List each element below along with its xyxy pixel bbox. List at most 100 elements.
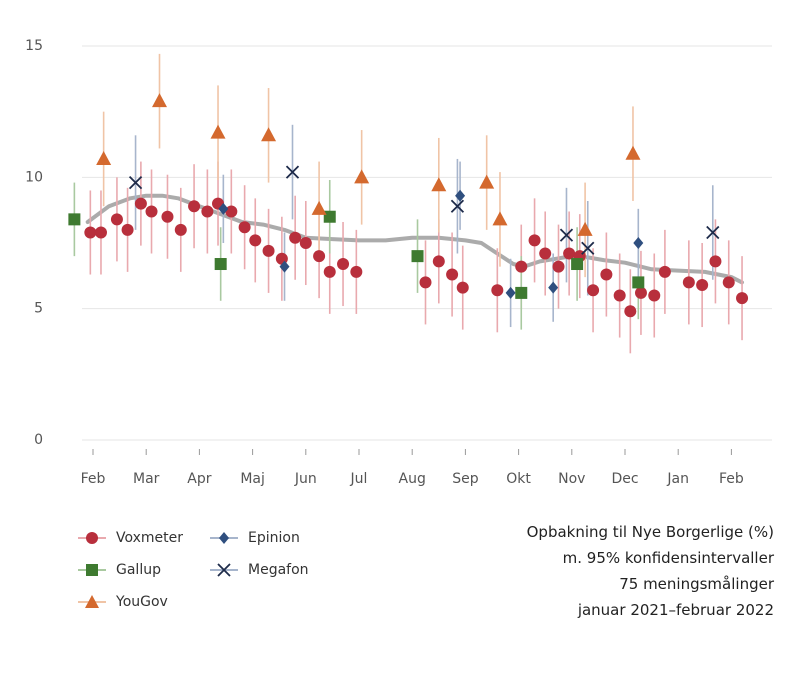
legend-label-gallup: Gallup (116, 562, 161, 578)
gallup-point (515, 286, 528, 299)
voxmeter-point (238, 221, 251, 234)
legend-label-megafon: Megafon (248, 562, 309, 578)
yougov-point (479, 174, 495, 189)
x-tick-label: Feb (719, 471, 744, 487)
voxmeter-point (709, 255, 722, 268)
voxmeter-point (587, 284, 600, 297)
voxmeter-point (188, 200, 201, 213)
voxmeter-point (613, 289, 626, 302)
voxmeter-point (174, 223, 187, 236)
voxmeter-point (161, 210, 174, 223)
x-tick-label: Nov (558, 471, 585, 487)
voxmeter-point (313, 250, 326, 263)
voxmeter-point (696, 279, 709, 292)
voxmeter-point (446, 268, 459, 281)
y-tick-label: 0 (34, 432, 43, 448)
voxmeter-point (600, 268, 613, 281)
x-tick-label: Dec (611, 471, 638, 487)
megafon-point (450, 199, 465, 213)
voxmeter-point (350, 265, 363, 278)
megafon-point (128, 175, 143, 190)
epinion-legend-marker (210, 532, 238, 544)
legend: Voxmeter Gallup YouGov Epinion Megafon (78, 522, 338, 622)
legend-item-gallup: Gallup (78, 558, 161, 582)
voxmeter-point (491, 284, 504, 297)
yougov-legend-marker (78, 595, 106, 608)
voxmeter-point (722, 276, 735, 289)
voxmeter-point (552, 260, 565, 273)
x-tick-label: Apr (187, 471, 211, 487)
legend-label-yougov: YouGov (116, 594, 168, 610)
megafon-legend-marker (210, 563, 238, 577)
voxmeter-point (432, 255, 445, 268)
voxmeter-point (624, 305, 637, 318)
voxmeter-point (736, 292, 749, 305)
yougov-point (577, 221, 593, 236)
voxmeter-point (634, 286, 647, 299)
voxmeter-point (262, 244, 275, 257)
gallup-legend-marker (78, 564, 106, 576)
y-tick-label: 5 (34, 301, 43, 317)
voxmeter-point (337, 258, 350, 271)
yougov-point (311, 200, 327, 215)
voxmeter-point (563, 247, 576, 260)
yougov-point (431, 177, 447, 192)
legend-label-voxmeter: Voxmeter (116, 530, 184, 546)
voxmeter-point (110, 213, 123, 226)
megafon-point (559, 228, 574, 242)
gallup-point (323, 210, 336, 223)
legend-item-voxmeter: Voxmeter (78, 526, 183, 550)
voxmeter-point (94, 226, 107, 239)
voxmeter-point (121, 223, 134, 236)
yougov-point (261, 127, 277, 142)
x-tick-label: Jun (294, 471, 317, 487)
y-tick-label: 10 (25, 169, 43, 185)
gallup-point (68, 213, 81, 226)
caption-title: Opbakning til Nye Borgerlige (%) (526, 523, 774, 541)
trend-path (85, 193, 744, 285)
x-tick-label: Jan (666, 471, 689, 487)
megafon-point (706, 225, 720, 240)
voxmeter-point (299, 237, 312, 249)
epinion-point (279, 260, 290, 273)
voxmeter-point (528, 234, 541, 247)
yougov-point (354, 169, 370, 184)
voxmeter-point (419, 276, 432, 289)
voxmeter-point (225, 205, 238, 218)
epinion-point (455, 189, 466, 202)
y-tick-label: 15 (25, 38, 43, 54)
x-axis: Feb Mar Apr Maj Jun Jul Aug Sep Okt Nov Dec Jan Feb (81, 449, 744, 487)
voxmeter-point (648, 289, 661, 302)
yougov-point (152, 93, 167, 108)
legend-label-epinion: Epinion (248, 530, 300, 546)
voxmeter-point (515, 260, 528, 273)
gallup-point (411, 250, 424, 263)
poll-markers (68, 93, 749, 318)
gallup-point (632, 276, 645, 289)
epinion-point (218, 202, 229, 215)
epinion-point (548, 281, 559, 294)
megafon-point (285, 165, 300, 179)
trend-line (85, 193, 744, 285)
voxmeter-point (201, 205, 214, 218)
x-tick-label: Maj (240, 471, 265, 487)
voxmeter-point (323, 265, 336, 278)
legend-item-yougov: YouGov (78, 590, 168, 614)
voxmeter-point (682, 276, 695, 289)
legend-item-epinion: Epinion (210, 526, 300, 550)
x-tick-label: Mar (133, 471, 160, 487)
chart-caption: Opbakning til Nye Borgerlige (%) m. 95% … (527, 519, 774, 623)
voxmeter-point (289, 231, 302, 244)
yougov-point (96, 150, 112, 165)
x-tick-label: Okt (506, 471, 531, 487)
chart-area: 0 5 10 15 Feb Mar Apr Maj Jun Jul Aug Sep Okt Nov Dec… (25, 38, 772, 487)
gridlines (82, 45, 772, 441)
yougov-point (210, 124, 226, 139)
x-tick-label: Sep (452, 471, 479, 487)
voxmeter-point (84, 226, 97, 239)
megafon-point (581, 241, 595, 255)
yougov-point (625, 145, 641, 160)
voxmeter-point (658, 265, 671, 278)
voxmeter-point (539, 247, 552, 260)
x-tick-label: Feb (81, 471, 106, 487)
